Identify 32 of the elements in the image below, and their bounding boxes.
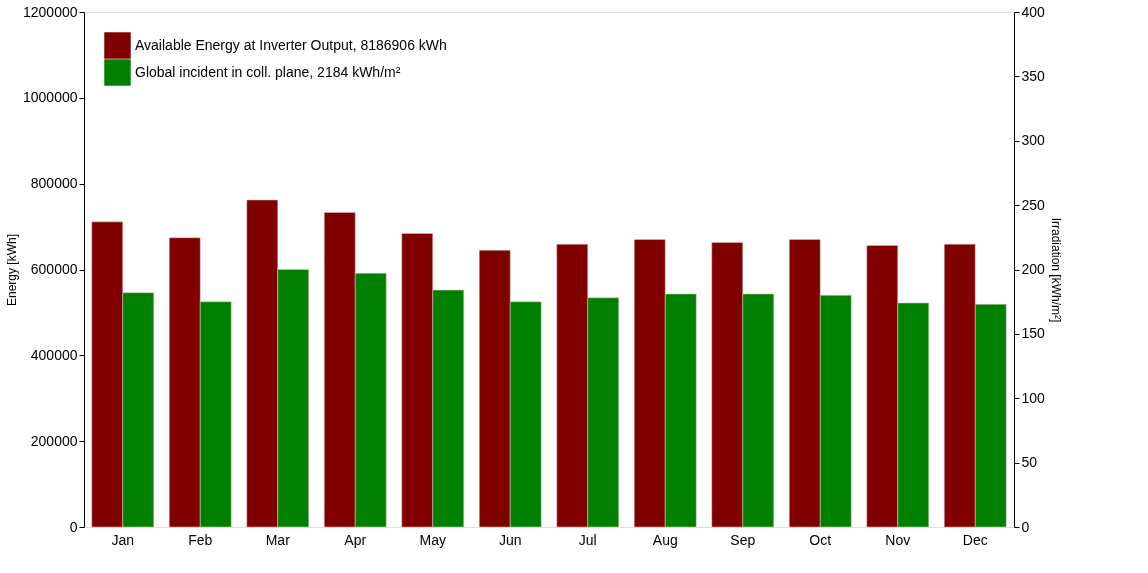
y2-tick-label: 350 — [1021, 67, 1046, 84]
x-tick-label: May — [419, 531, 446, 548]
y2-tick-label: 50 — [1021, 454, 1038, 471]
x-tick-label: Dec — [962, 531, 988, 548]
y-tick-label: 200000 — [30, 432, 78, 449]
y-tick-label: 0 — [69, 518, 78, 535]
x-tick-label: Jan — [111, 531, 135, 548]
y-tick-label: 600000 — [30, 261, 78, 277]
y2-axis-title: Irradiation [kWh/m²] — [1048, 217, 1063, 323]
x-tick-label: Oct — [809, 531, 832, 548]
y2-tick-label: 400 — [1021, 3, 1046, 20]
x-tick-label: Feb — [188, 531, 213, 548]
legend-label: Available Energy at Inverter Output, 8186906 kWh — [135, 36, 447, 53]
x-tick-label: Mar — [265, 531, 291, 548]
y-axis-title: Energy [kWh] — [5, 233, 19, 307]
y-tick-label: 1200000 — [22, 3, 78, 20]
x-tick-label: Aug — [652, 531, 678, 548]
x-tick-label: Nov — [885, 531, 911, 548]
x-tick-label: Apr — [344, 531, 367, 548]
x-tick-label: Jul — [578, 531, 597, 548]
x-tick-label: Sep — [730, 531, 756, 548]
legend-label: Global incident in coll. plane, 2184 kWh/m² — [135, 63, 401, 80]
y2-tick-label: 300 — [1021, 132, 1046, 149]
y2-tick-label: 150 — [1021, 325, 1046, 342]
x-tick-label: Jun — [498, 531, 522, 548]
y2-tick-label: 200 — [1021, 261, 1046, 277]
y-tick-label: 400000 — [30, 346, 78, 363]
y-tick-label: 800000 — [30, 175, 78, 192]
y2-tick-label: 0 — [1021, 518, 1030, 535]
y-tick-label: 1000000 — [22, 89, 78, 106]
y2-tick-label: 100 — [1021, 389, 1046, 406]
y2-tick-label: 250 — [1021, 196, 1046, 213]
